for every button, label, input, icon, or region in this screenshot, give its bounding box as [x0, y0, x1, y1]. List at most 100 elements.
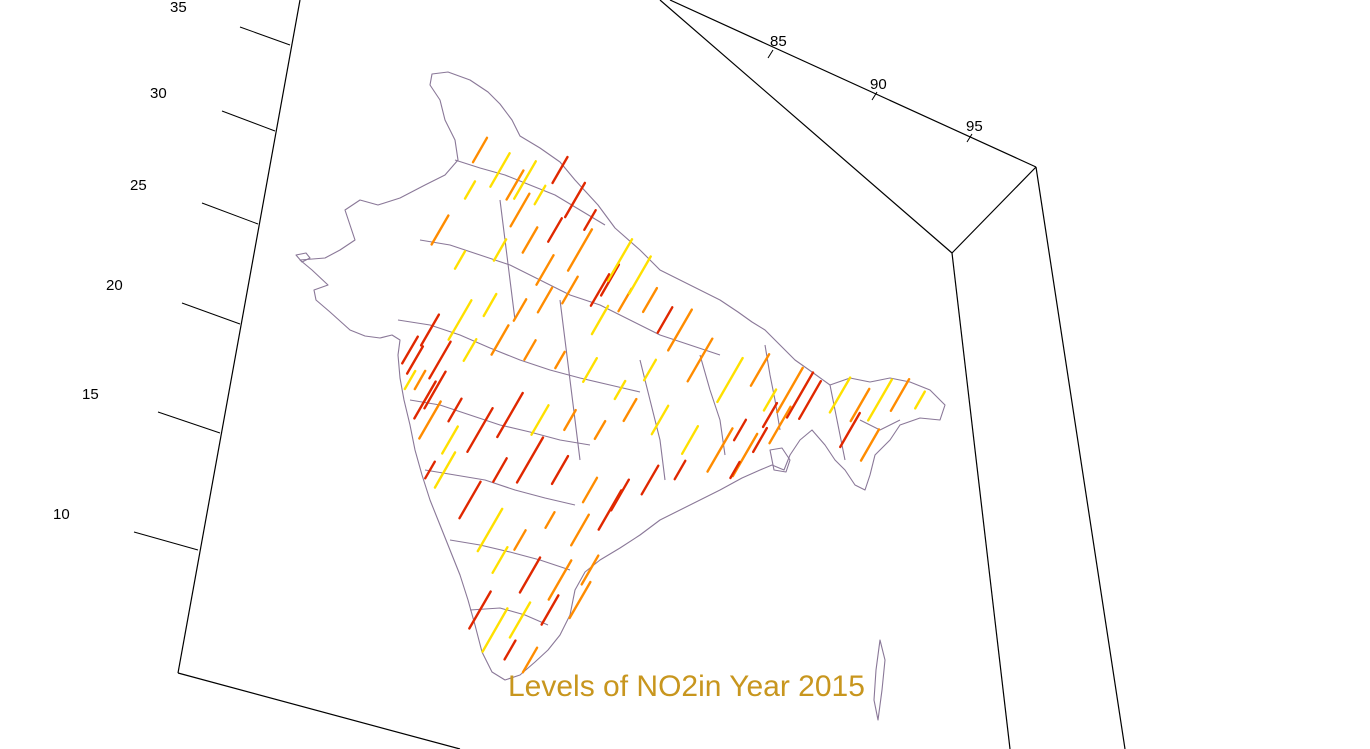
no2-streak [889, 378, 911, 412]
box-edge-top-back [659, 0, 953, 254]
no2-streak [593, 419, 607, 441]
no2-streak [650, 404, 670, 436]
no2-streak [761, 401, 779, 429]
no2-streak [589, 273, 611, 307]
no2-streak [563, 408, 577, 432]
no2-streak [580, 554, 600, 586]
state-boundary [499, 199, 516, 321]
no2-streak [428, 340, 452, 380]
no2-streak [732, 418, 748, 442]
no2-streaks [401, 136, 926, 674]
no2-streak [729, 460, 741, 480]
no2-streak [785, 371, 815, 419]
box-edge-right-back [951, 252, 1011, 749]
lon-label: 85 [770, 33, 787, 50]
latitude-axis [133, 26, 291, 551]
no2-streak [776, 366, 804, 414]
no2-streak [828, 376, 852, 414]
box-edge-bottom [177, 672, 461, 749]
no2-streak [641, 286, 659, 314]
no2-streak [566, 228, 594, 272]
no2-streak [418, 400, 442, 440]
no2-streak [430, 214, 450, 246]
no2-streak [503, 639, 517, 661]
no2-streak [403, 369, 417, 391]
lat-label: 25 [130, 177, 147, 194]
state-boundary [424, 469, 576, 506]
state-boundary [699, 354, 726, 456]
state-boundary [419, 239, 721, 356]
no2-streak [453, 250, 467, 270]
state-boundary [397, 319, 641, 393]
no2-streak [547, 559, 573, 601]
no2-streak [515, 436, 545, 484]
no2-streak [656, 306, 674, 334]
no2-streak [447, 397, 463, 423]
state-boundary [454, 159, 606, 226]
no2-streak [716, 356, 744, 404]
no2-streak [496, 391, 524, 439]
no2-streak [423, 370, 447, 410]
no2-streak [521, 226, 539, 254]
lat-label: 15 [82, 386, 99, 403]
no2-streak [752, 426, 768, 454]
lat-label: 30 [150, 85, 167, 102]
state-boundary [449, 539, 571, 571]
no2-streak [462, 338, 478, 362]
no2-streak [521, 646, 539, 674]
box-frame [177, 0, 1126, 749]
no2-streak [547, 217, 563, 243]
no2-streak [405, 345, 425, 375]
lat-tick-20 [181, 302, 241, 325]
no2-streak [599, 263, 621, 297]
no2-streak [413, 369, 427, 391]
no2-streak [476, 507, 504, 553]
coast-island [873, 639, 886, 721]
no2-streak [512, 298, 528, 322]
state-boundary [764, 344, 781, 431]
state-boundary [469, 607, 549, 626]
box-edge-left [177, 0, 301, 674]
no2-streak [642, 358, 658, 382]
box-edge-top-diag [669, 0, 1037, 168]
map-title: Levels of NO2in Year 2015 [508, 670, 865, 703]
no2-streak [859, 428, 881, 462]
no2-streak [798, 380, 822, 420]
no2-streak [762, 388, 778, 412]
no2-streak [433, 451, 457, 489]
no2-streak [581, 476, 599, 504]
no2-streak [466, 407, 494, 453]
lat-tick-30 [221, 110, 276, 132]
coast-island [769, 447, 791, 473]
country-boundary [299, 71, 946, 681]
lon-label: 90 [870, 76, 887, 93]
no2-streak [849, 387, 871, 423]
no2-streak [706, 427, 734, 473]
no2-streak [492, 457, 508, 483]
no2-streak [518, 556, 542, 594]
no2-streak [622, 397, 638, 423]
no2-streak [413, 380, 437, 420]
no2-streak [554, 350, 566, 370]
no2-streak [667, 308, 693, 352]
no2-streak [509, 192, 531, 228]
latitude-labels: 35 30 25 20 15 10 [53, 0, 187, 523]
no2-streak [914, 390, 926, 410]
no2-streak [491, 546, 509, 574]
no2-streak [424, 460, 436, 480]
no2-streak [563, 181, 587, 219]
lon-tick-90 [871, 91, 878, 101]
no2-streak [550, 454, 570, 486]
no2-streak [597, 489, 623, 531]
no2-streak [568, 580, 592, 620]
no2-streak [458, 480, 482, 520]
no2-streak [492, 238, 508, 262]
no2-streak [628, 255, 652, 295]
no2-streak [471, 136, 489, 164]
no2-streak [536, 286, 554, 314]
lat-label: 10 [53, 506, 70, 523]
no2-streak [583, 208, 597, 232]
no2-streak [582, 357, 598, 383]
